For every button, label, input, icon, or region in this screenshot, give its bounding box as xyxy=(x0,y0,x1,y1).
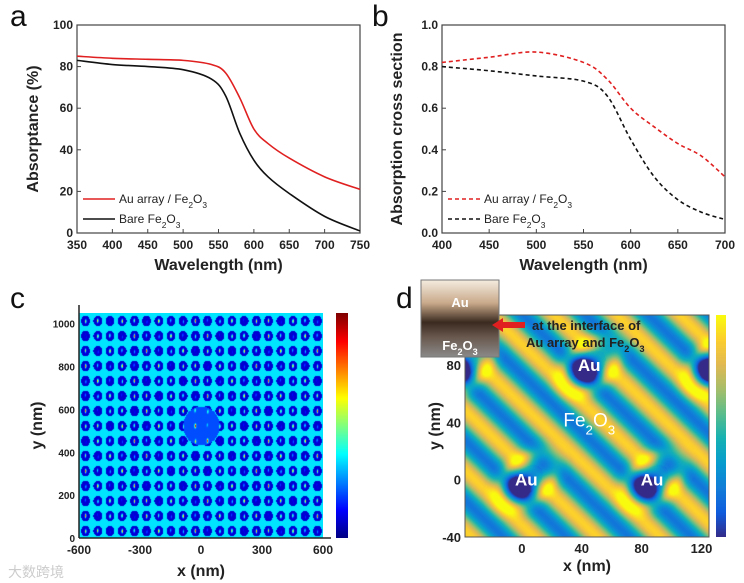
x-axis-label: Wavelength (nm) xyxy=(519,257,647,274)
x-tick-label: 0 xyxy=(198,543,205,557)
x-tick-label: 450 xyxy=(479,238,499,252)
y-tick-label: 0.8 xyxy=(421,60,438,74)
x-tick-label: 700 xyxy=(315,238,335,252)
x-tick-label: 600 xyxy=(313,543,333,557)
series-line-au-array xyxy=(76,55,361,191)
y-tick-label: 40 xyxy=(60,143,74,157)
x-tick-label: 400 xyxy=(102,238,122,252)
sem-inset: Au Fe2O3 xyxy=(420,279,500,358)
field-map-d xyxy=(465,315,709,537)
field-map-c xyxy=(79,313,323,538)
series-line-au-array xyxy=(441,51,726,178)
x-tick-label: 500 xyxy=(173,238,193,252)
y-tick-label: 80 xyxy=(447,358,461,373)
x-tick-label: 40 xyxy=(575,541,589,556)
y-tick-label: -40 xyxy=(442,530,461,545)
panel-label-d: d xyxy=(396,282,413,315)
fe2o3-label: Fe2O3 xyxy=(563,411,615,438)
y-tick-label: 800 xyxy=(58,363,75,374)
panel-label-c: c xyxy=(10,282,25,315)
y-axis-label: Absorption cross section xyxy=(389,33,406,226)
y-tick-label: 1000 xyxy=(53,320,76,331)
interface-note-line1: at the interface of xyxy=(532,318,641,333)
series-line-bare-fe2o3 xyxy=(76,59,361,232)
x-tick-label: 300 xyxy=(252,543,272,557)
y-axis-label: y (nm) xyxy=(29,402,46,450)
y-tick-label: 60 xyxy=(60,101,74,115)
y-tick-label: 200 xyxy=(58,491,75,502)
red-arrow-icon xyxy=(492,318,525,332)
y-tick-label: 400 xyxy=(58,448,75,459)
legend-label: Bare Fe2O3 xyxy=(119,212,181,230)
x-tick-label: 120 xyxy=(691,541,713,556)
panel-label-a: a xyxy=(10,0,27,33)
x-tick-label: 550 xyxy=(208,238,228,252)
y-tick-label: 0 xyxy=(454,473,461,488)
x-axis-label: x (nm) xyxy=(563,558,611,575)
x-tick-label: 600 xyxy=(244,238,264,252)
colorbar-c xyxy=(336,313,348,538)
legend-label: Au array / Fe2O3 xyxy=(484,192,572,210)
x-tick-label: 550 xyxy=(573,238,593,252)
x-tick-label: 500 xyxy=(526,238,546,252)
au-label: Au xyxy=(515,471,538,490)
legend-label: Bare Fe2O3 xyxy=(484,212,546,230)
plot-frame xyxy=(464,314,710,538)
y-axis-label: y (nm) xyxy=(427,402,444,450)
y-tick-label: 40 xyxy=(447,415,461,430)
y-tick-label: 0 xyxy=(66,226,73,240)
y-tick-label: 0 xyxy=(69,534,75,545)
x-tick-label: 650 xyxy=(668,238,688,252)
au-label: Au xyxy=(578,356,601,375)
x-tick-label: 650 xyxy=(279,238,299,252)
x-tick-label: 400 xyxy=(432,238,452,252)
x-tick-label: 700 xyxy=(715,238,735,252)
legend-label: Au array / Fe2O3 xyxy=(119,192,207,210)
y-tick-label: 0.6 xyxy=(421,101,438,115)
x-tick-label: 80 xyxy=(634,541,648,556)
colorbar-d xyxy=(716,315,726,537)
x-tick-label: 350 xyxy=(67,238,87,252)
y-tick-label: 0.0 xyxy=(421,226,438,240)
y-tick-label: 1.0 xyxy=(421,18,438,32)
x-tick-label: -600 xyxy=(67,543,91,557)
x-tick-label: -300 xyxy=(128,543,152,557)
watermark: 大数跨境 xyxy=(8,564,64,580)
panel-label-b: b xyxy=(372,0,389,33)
x-tick-label: 450 xyxy=(138,238,158,252)
y-tick-label: 100 xyxy=(53,18,73,32)
y-tick-label: 600 xyxy=(58,405,75,416)
x-tick-label: 750 xyxy=(350,238,370,252)
x-axis-label: Wavelength (nm) xyxy=(154,257,282,274)
y-tick-label: 80 xyxy=(60,60,74,74)
series-line-bare-fe2o3 xyxy=(441,65,726,221)
y-tick-label: 0.2 xyxy=(421,184,438,198)
x-axis-label: x (nm) xyxy=(177,563,225,580)
x-tick-label: 600 xyxy=(621,238,641,252)
au-label: Au xyxy=(641,471,664,490)
inset-image xyxy=(420,279,500,358)
interface-note-line2: Au array and Fe2O3 xyxy=(526,335,645,354)
inset-au-label: Au xyxy=(451,295,468,310)
inset-fe2o3-label: Fe2O3 xyxy=(442,338,477,357)
y-axis-label: Absorptance (%) xyxy=(25,65,42,192)
x-tick-label: 0 xyxy=(518,541,525,556)
y-tick-label: 20 xyxy=(60,184,74,198)
y-tick-label: 0.4 xyxy=(421,143,438,157)
